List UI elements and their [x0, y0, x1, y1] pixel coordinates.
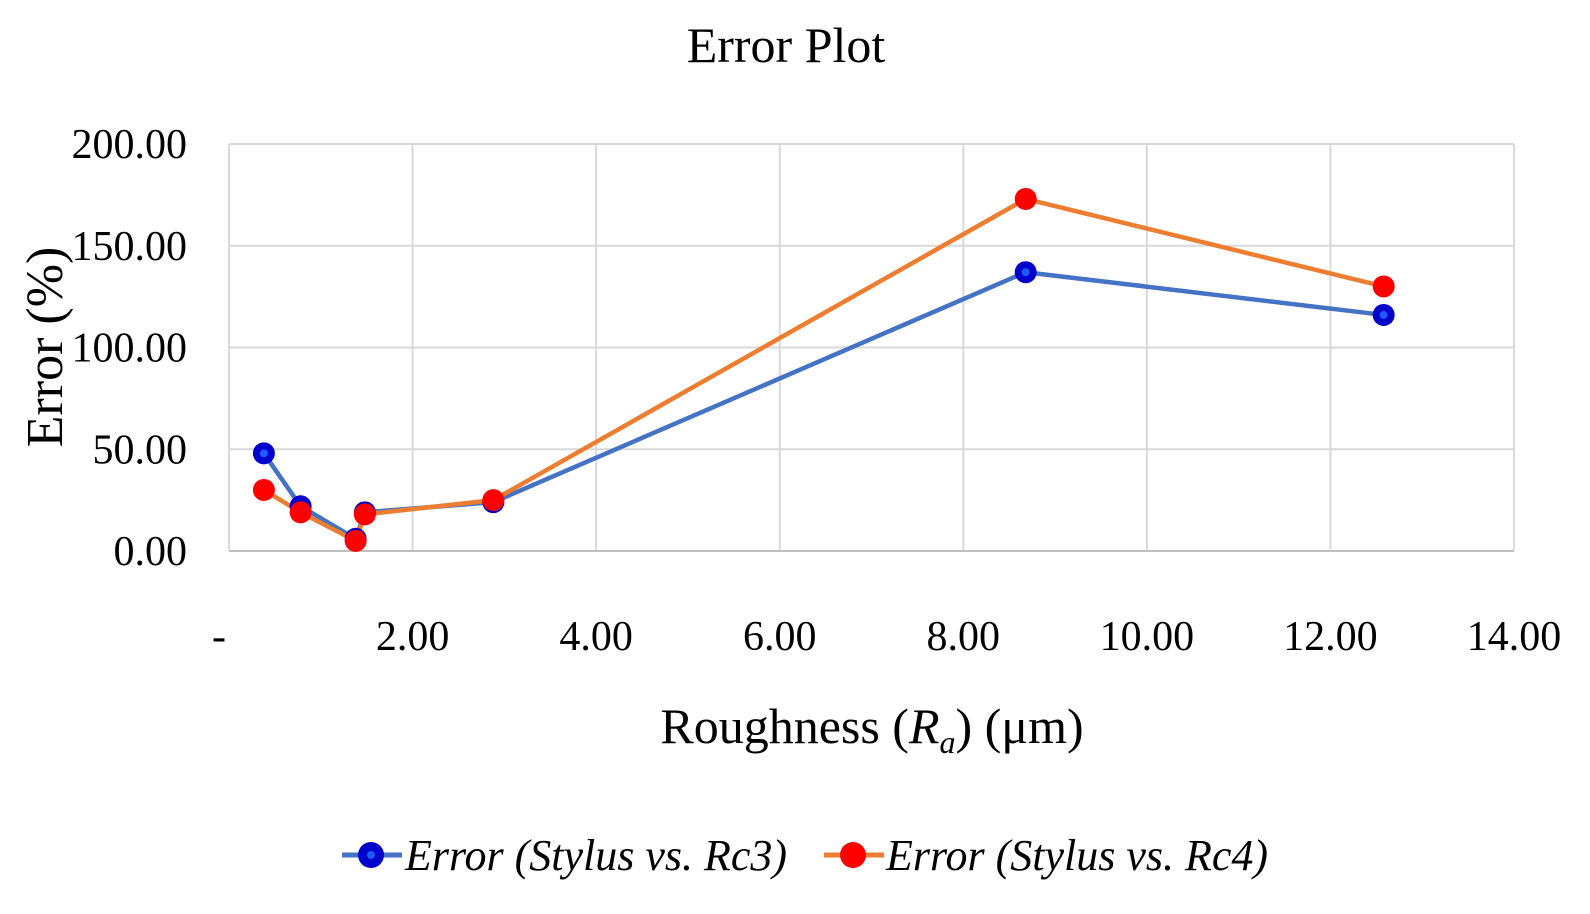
series-0-point-center — [1379, 310, 1388, 319]
x-tick-label: 12.00 — [1283, 614, 1378, 660]
x-tick-label: 14.00 — [1467, 614, 1562, 660]
series-line-1 — [262, 196, 1385, 544]
x-axis-label: Roughness (Ra) (μm) — [660, 698, 1083, 760]
legend-label-rc3: Error (Stylus vs. Rc3) — [404, 831, 787, 880]
series-0-point-center — [259, 449, 268, 458]
y-tick-label: 0.00 — [114, 529, 188, 575]
series-lines — [262, 196, 1385, 544]
x-axis-label-var: R — [908, 698, 940, 754]
y-tick-label: 100.00 — [72, 326, 188, 372]
x-axis-label-main: Roughness ( — [660, 698, 909, 754]
y-axis-label: Error (%) — [17, 247, 74, 448]
series-1-point — [289, 501, 312, 524]
y-tick-label: 50.00 — [93, 427, 188, 473]
x-tick-label: 8.00 — [927, 614, 1001, 660]
legend-marker-center-rc3 — [367, 851, 375, 859]
grid — [229, 143, 1515, 551]
legend: Error (Stylus vs. Rc3) Error (Stylus vs.… — [342, 831, 1268, 880]
x-tick-labels: - 2.00 4.00 6.00 8.00 10.00 12.00 14.00 — [212, 614, 1561, 660]
axes — [228, 144, 1514, 552]
y-tick-label: 200.00 — [72, 122, 188, 168]
y-tick-labels: 0.00 50.00 100.00 150.00 200.00 — [72, 122, 188, 575]
legend-item-rc3: Error (Stylus vs. Rc3) — [342, 831, 787, 880]
series-1-point — [353, 503, 376, 526]
x-tick-label: 4.00 — [559, 614, 633, 660]
legend-label-rc4: Error (Stylus vs. Rc4) — [885, 831, 1268, 880]
series-1-point — [482, 489, 505, 512]
x-tick-label: 10.00 — [1100, 614, 1195, 660]
chart-title: Error Plot — [687, 17, 886, 73]
x-axis-label-tail: ) (μm) — [956, 698, 1084, 754]
x-tick-label: 2.00 — [376, 614, 450, 660]
x-tick-label: 6.00 — [743, 614, 817, 660]
series-markers — [252, 187, 1395, 552]
x-tick-label: - — [212, 614, 226, 660]
legend-marker-rc4 — [840, 842, 866, 868]
x-axis-label-sub: a — [940, 724, 956, 760]
legend-item-rc4: Error (Stylus vs. Rc4) — [824, 831, 1268, 880]
series-1-point — [1372, 275, 1395, 298]
series-1-point — [252, 478, 275, 501]
y-tick-label: 150.00 — [72, 224, 188, 270]
series-0-point-center — [1021, 268, 1030, 277]
series-1-point — [344, 529, 367, 552]
series-1-point — [1014, 187, 1037, 210]
